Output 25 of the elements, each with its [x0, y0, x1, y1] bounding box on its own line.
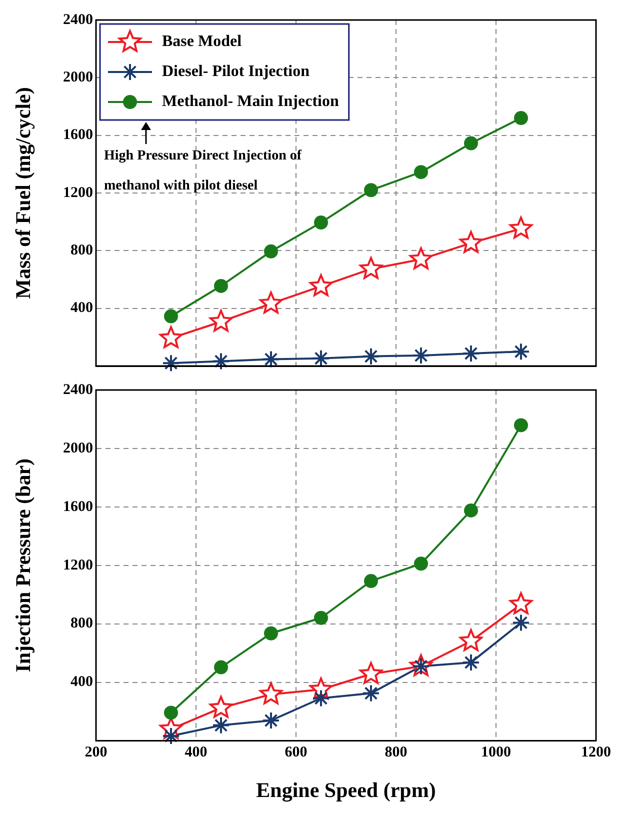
- y-axis-title: Mass of Fuel (mg/cycle): [11, 87, 36, 299]
- y-tick-label: 1200: [63, 184, 93, 201]
- y-tick-label: 1600: [63, 127, 93, 144]
- x-tick-label: 600: [284, 744, 308, 761]
- x-tick-label: 200: [84, 744, 108, 761]
- y-tick-label: 800: [70, 242, 93, 259]
- x-tick-label: 400: [184, 744, 208, 761]
- x-tick-label: 800: [384, 744, 408, 761]
- y-tick-label: 1600: [63, 498, 93, 515]
- x-axis-title: Engine Speed (rpm): [256, 778, 436, 802]
- y-tick-label: 800: [70, 616, 93, 632]
- x-tick-label: 1200: [581, 744, 611, 761]
- y-tick-label: 2400: [63, 382, 93, 398]
- y-tick-label: 400: [70, 674, 93, 690]
- y-tick-label: 2400: [63, 12, 93, 28]
- y-axis-title: Injection Pressure (bar): [11, 458, 36, 672]
- annotation: High Pressure Direct Injection of methanol with pilot diesel: [104, 148, 302, 194]
- legend-label: Diesel- Pilot Injection: [162, 63, 310, 80]
- legend-label: Base Model: [162, 33, 242, 50]
- y-tick-label: 2000: [63, 70, 93, 86]
- y-tick-label: 1200: [63, 557, 93, 574]
- x-tick-label: 1000: [481, 744, 511, 761]
- legend-label: Methanol- Main Injection: [162, 93, 339, 110]
- y-tick-label: 2000: [63, 440, 93, 456]
- y-tick-label: 400: [70, 300, 93, 316]
